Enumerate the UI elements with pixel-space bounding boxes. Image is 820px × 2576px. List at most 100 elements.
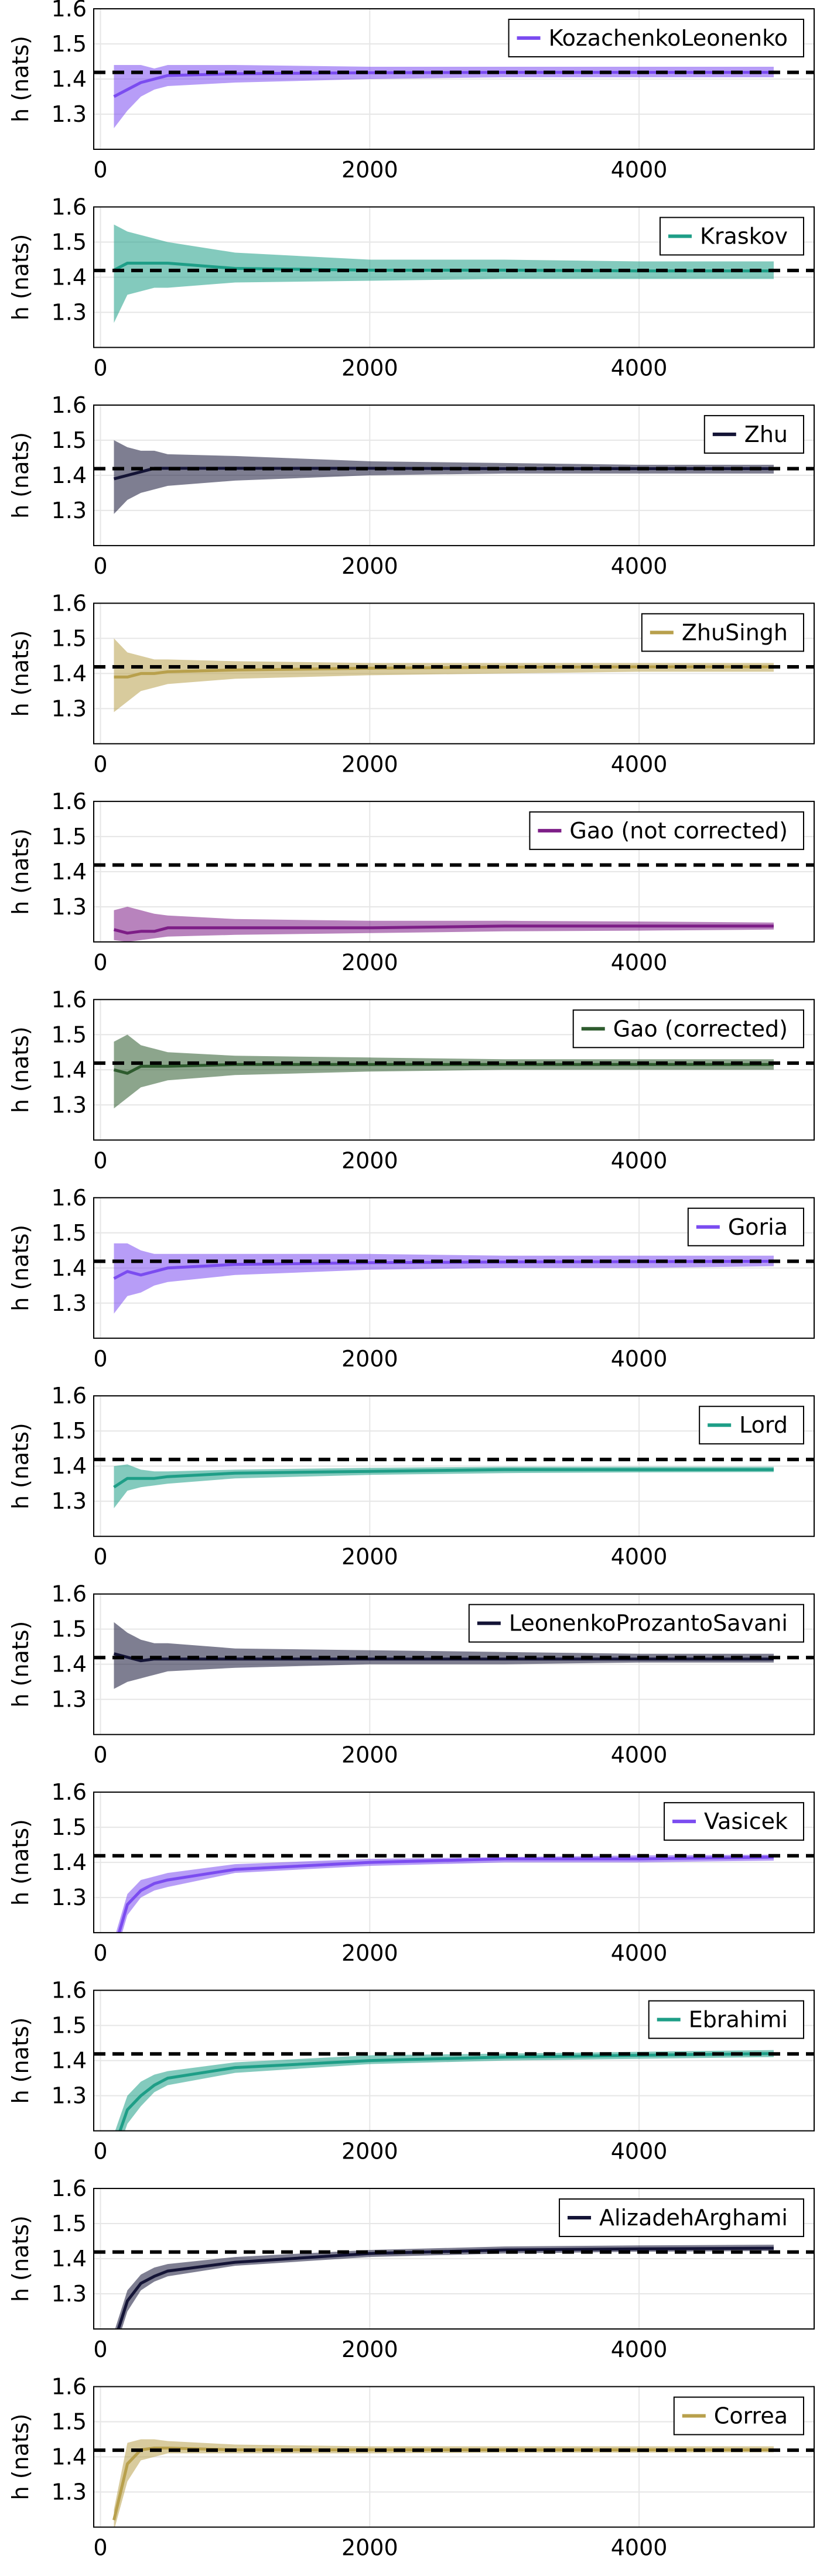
- y-tick-label: 1.4: [52, 660, 87, 686]
- x-tick-label: 4000: [611, 1742, 668, 1768]
- panel-12: 1.3 1.4 1.5 1.6 0 2000 4000 h (nats) Correa: [8, 2374, 815, 2561]
- x-tick-label: 2000: [341, 2139, 398, 2164]
- panel-9: 1.3 1.4 1.5 1.6 0 2000 4000 h (nats) Vasicek: [8, 1779, 815, 1966]
- legend: Zhu: [703, 415, 804, 454]
- x-tick-label: 0: [93, 1940, 107, 1966]
- legend: ZhuSingh: [641, 613, 804, 652]
- x-tick-label: 4000: [611, 355, 668, 381]
- legend-label: Lord: [739, 1412, 788, 1438]
- panel-0: 1.3 1.4 1.5 1.6 0 2000 4000 h (nats) KozachenkoL…: [8, 0, 815, 183]
- y-axis-label: h (nats): [8, 828, 33, 915]
- y-tick-label: 1.4: [52, 859, 87, 885]
- y-tick-label: 1.6: [52, 1978, 87, 2003]
- y-axis-label: h (nats): [8, 2215, 33, 2302]
- plot-frame: [93, 404, 815, 546]
- y-tick-label: 1.5: [52, 2013, 87, 2039]
- series-clip: [115, 2245, 774, 2330]
- x-tick-label: 2000: [341, 950, 398, 975]
- plot-frame: [93, 1197, 815, 1339]
- panel-8: 1.3 1.4 1.5 1.6 0 2000 4000 h (nats) LeonenkoPro…: [8, 1581, 815, 1768]
- x-tick-label: 0: [93, 355, 107, 381]
- y-tick-label: 1.5: [52, 2211, 87, 2236]
- panel-5: 1.3 1.4 1.5 1.6 0 2000 4000 h (nats) Gao (correc…: [8, 986, 815, 1173]
- x-tick-label: 4000: [611, 2139, 668, 2164]
- x-tick-label: 2000: [341, 1544, 398, 1570]
- legend-label: Correa: [714, 2403, 788, 2429]
- legend-box: [687, 1207, 804, 1246]
- x-tick-label: 4000: [611, 553, 668, 579]
- y-axis-label: h (nats): [8, 234, 33, 321]
- y-tick-label: 1.5: [52, 427, 87, 453]
- y-tick-label: 1.5: [52, 1814, 87, 1840]
- series-line: [113, 924, 774, 935]
- plot-frame: [93, 2386, 815, 2528]
- y-tick-label: 1.6: [52, 0, 87, 22]
- x-tick-label: 2000: [341, 1346, 398, 1372]
- x-tick-label: 4000: [611, 2337, 668, 2362]
- y-axis-label: h (nats): [8, 1621, 33, 1708]
- x-tick-label: 4000: [611, 751, 668, 777]
- y-tick-label: 1.3: [52, 2479, 87, 2505]
- y-tick-label: 1.5: [52, 1418, 87, 1444]
- y-tick-label: 1.3: [52, 1687, 87, 1712]
- legend: Goria: [687, 1207, 804, 1246]
- y-tick-label: 1.3: [52, 1290, 87, 1316]
- x-tick-label: 2000: [341, 553, 398, 579]
- legend: Vasicek: [664, 1802, 804, 1841]
- plot-frame: [93, 1593, 815, 1735]
- x-tick-label: 2000: [341, 751, 398, 777]
- legend-box: [508, 19, 804, 57]
- panel-3: 1.3 1.4 1.5 1.6 0 2000 4000 h (nats) ZhuSingh: [8, 590, 815, 777]
- y-tick-label: 1.6: [52, 789, 87, 814]
- panel-4: 1.3 1.4 1.5 1.6 0 2000 4000 h (nats) Gao (not co…: [8, 789, 815, 975]
- panel-11: 1.3 1.4 1.5 1.6 0 2000 4000 h (nats) AlizadehArg…: [8, 2176, 815, 2362]
- y-tick-label: 1.4: [52, 264, 87, 290]
- plot-frame: [93, 1791, 815, 1934]
- legend-label: Goria: [728, 1214, 788, 1240]
- y-tick-label: 1.5: [52, 1220, 87, 1246]
- confidence-band: [114, 1464, 774, 1509]
- y-axis-label: h (nats): [8, 1423, 33, 1509]
- panel-7: 1.3 1.4 1.5 1.6 0 2000 4000 h (nats) Lord: [8, 1383, 815, 1570]
- y-tick-label: 1.3: [52, 101, 87, 127]
- plot-frame: [93, 1989, 815, 2132]
- panel-10: 1.3 1.4 1.5 1.6 0 2000 4000 h (nats) Ebrahimi: [8, 1978, 815, 2164]
- y-tick-label: 1.4: [52, 66, 87, 92]
- y-tick-label: 1.6: [52, 590, 87, 616]
- legend-label: KozachenkoLeonenko: [549, 25, 788, 51]
- panel-1: 1.3 1.4 1.5 1.6 0 2000 4000 h (nats) Kraskov: [8, 194, 815, 381]
- confidence-band: [114, 65, 774, 128]
- panel-2: 1.3 1.4 1.5 1.6 0 2000 4000 h (nats) Zhu: [8, 392, 815, 579]
- x-tick-label: 4000: [611, 1346, 668, 1372]
- y-axis-label: h (nats): [8, 36, 33, 122]
- series-line: [117, 1855, 774, 1933]
- y-axis-label: h (nats): [8, 1026, 33, 1113]
- legend: KozachenkoLeonenko: [508, 19, 804, 57]
- plot-frame: [93, 1395, 815, 1537]
- legend: Gao (not corrected): [529, 811, 804, 850]
- legend: LeonenkoProzantoSavani: [468, 1604, 804, 1643]
- y-tick-label: 1.3: [52, 2083, 87, 2109]
- legend-box: [529, 811, 804, 850]
- x-tick-label: 0: [93, 157, 107, 183]
- legend: Gao (corrected): [572, 1009, 804, 1049]
- y-tick-label: 1.4: [52, 1453, 87, 1479]
- plot-frame: [93, 206, 815, 348]
- y-tick-label: 1.6: [52, 2374, 87, 2400]
- x-tick-label: 4000: [611, 157, 668, 183]
- series-line: [117, 2246, 774, 2330]
- y-tick-label: 1.4: [52, 2048, 87, 2074]
- y-tick-label: 1.5: [52, 229, 87, 255]
- x-tick-label: 0: [93, 553, 107, 579]
- x-tick-label: 0: [93, 2535, 107, 2561]
- legend-label: Kraskov: [700, 223, 788, 249]
- y-tick-label: 1.3: [52, 894, 87, 920]
- x-tick-label: 0: [93, 2337, 107, 2362]
- x-tick-label: 0: [93, 950, 107, 975]
- series-clip: [113, 1464, 774, 1509]
- legend: AlizadehArghami: [559, 2198, 804, 2238]
- legend: Kraskov: [659, 217, 804, 256]
- x-tick-label: 0: [93, 1346, 107, 1372]
- legend-label: Zhu: [744, 422, 788, 447]
